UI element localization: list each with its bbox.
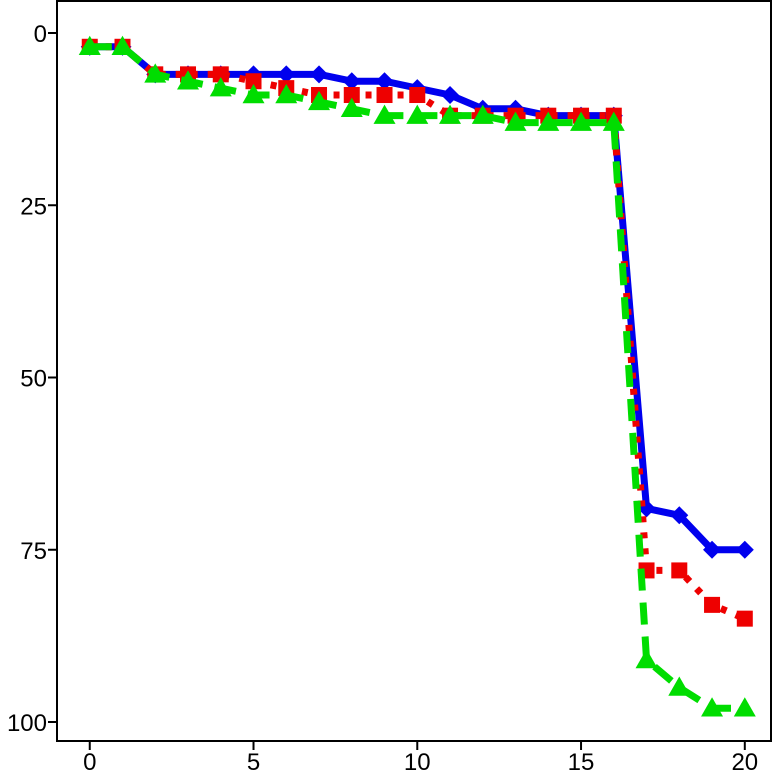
data-point xyxy=(343,87,360,104)
data-point xyxy=(701,697,724,717)
x-tick-label: 15 xyxy=(568,749,595,772)
data-point xyxy=(537,111,560,131)
series-layer xyxy=(78,35,756,717)
x-tick-label: 0 xyxy=(83,749,96,772)
data-point xyxy=(242,84,265,104)
data-point xyxy=(668,676,691,696)
data-point xyxy=(376,87,393,104)
y-tick-label: 75 xyxy=(20,538,47,565)
data-point xyxy=(373,104,396,124)
data-point xyxy=(735,540,754,559)
data-point xyxy=(78,35,101,56)
x-tick-label: 20 xyxy=(731,749,758,772)
data-point xyxy=(570,111,593,131)
data-point xyxy=(439,104,462,124)
series-line xyxy=(89,43,747,622)
y-tick-label: 0 xyxy=(34,21,47,48)
data-point xyxy=(275,84,298,104)
data-point xyxy=(441,86,460,105)
data-point xyxy=(670,506,689,525)
x-tick-label: 5 xyxy=(247,749,260,772)
data-point xyxy=(177,70,200,90)
data-point xyxy=(310,65,329,84)
series-3 xyxy=(78,35,756,717)
data-point xyxy=(144,63,167,83)
data-point xyxy=(704,596,721,613)
data-point xyxy=(671,562,688,579)
series-2 xyxy=(81,38,753,627)
data-point xyxy=(342,72,361,91)
data-point xyxy=(471,104,494,124)
y-tick-label: 25 xyxy=(20,193,47,220)
y-tick-label: 50 xyxy=(20,366,47,393)
x-tick-label: 10 xyxy=(404,749,431,772)
data-point xyxy=(375,72,394,91)
data-point xyxy=(209,77,232,97)
series-line xyxy=(89,43,745,712)
y-tick-label: 100 xyxy=(7,710,47,737)
data-point xyxy=(308,90,331,111)
data-point xyxy=(406,104,429,124)
data-point xyxy=(602,111,625,131)
plot-frame xyxy=(56,0,772,742)
data-point xyxy=(111,35,134,56)
data-point xyxy=(212,66,229,83)
data-point xyxy=(504,111,527,131)
data-point xyxy=(409,87,426,104)
data-point xyxy=(736,610,753,627)
data-point xyxy=(340,97,363,118)
data-point xyxy=(245,73,262,90)
data-point xyxy=(635,648,658,669)
axis-layer: 0 5 10 15 20 0 25 50 75 100 xyxy=(7,21,758,772)
data-point xyxy=(703,540,722,559)
data-point xyxy=(277,65,296,84)
data-point xyxy=(733,697,756,717)
